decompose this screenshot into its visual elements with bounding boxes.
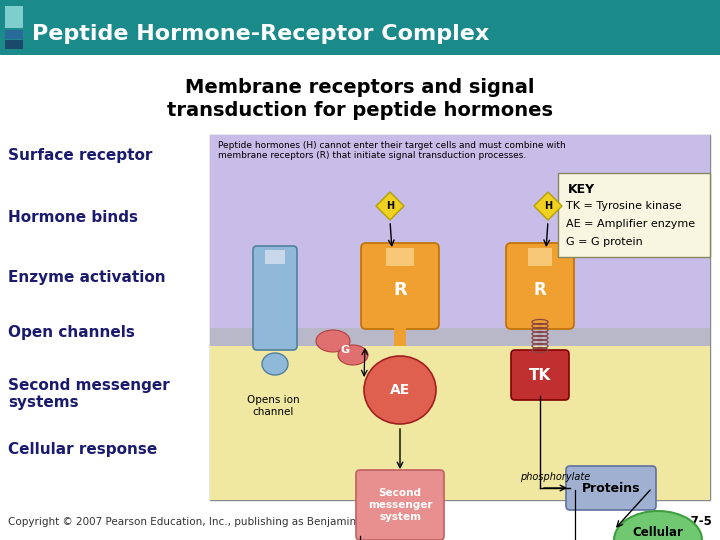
Bar — [528, 248, 552, 266]
FancyBboxPatch shape — [558, 173, 710, 257]
Ellipse shape — [316, 330, 350, 352]
Text: phosphorylate: phosphorylate — [520, 472, 590, 482]
Text: Hormone binds: Hormone binds — [8, 210, 138, 225]
Text: Membrane receptors and signal
transduction for peptide hormones: Membrane receptors and signal transducti… — [167, 78, 553, 120]
Text: Cellular
response: Cellular response — [628, 525, 688, 540]
Text: TK = Tyrosine kinase: TK = Tyrosine kinase — [566, 201, 682, 211]
FancyBboxPatch shape — [511, 350, 569, 400]
Text: R: R — [534, 281, 546, 299]
Bar — [5, 6, 23, 28]
Text: Copyright © 2007 Pearson Education, Inc., publishing as Benjamin Cummings: Copyright © 2007 Pearson Education, Inc.… — [8, 517, 415, 527]
Text: Peptide hormones (H) cannot enter their target cells and must combine with
membr: Peptide hormones (H) cannot enter their … — [218, 141, 566, 160]
Bar — [394, 324, 406, 346]
Bar — [0, 55, 720, 540]
Bar — [386, 248, 414, 266]
Text: Peptide Hormone-Receptor Complex: Peptide Hormone-Receptor Complex — [32, 24, 490, 44]
Bar — [210, 330, 710, 500]
Bar — [265, 250, 285, 264]
FancyBboxPatch shape — [361, 243, 439, 329]
Text: G: G — [341, 345, 350, 355]
Text: TK: TK — [529, 368, 551, 382]
Text: G = G protein: G = G protein — [566, 237, 643, 247]
Ellipse shape — [614, 511, 702, 540]
Bar — [0, 505, 720, 540]
Polygon shape — [534, 192, 562, 220]
Ellipse shape — [364, 356, 436, 424]
Text: Surface receptor: Surface receptor — [8, 148, 153, 163]
Bar — [5, 30, 23, 39]
Text: Second
messenger
system: Second messenger system — [368, 488, 432, 522]
Bar — [210, 328, 710, 346]
Text: R: R — [393, 281, 407, 299]
Bar — [210, 135, 710, 500]
Text: H: H — [544, 201, 552, 211]
Text: AE: AE — [390, 383, 410, 397]
Text: AE = Amplifier enzyme: AE = Amplifier enzyme — [566, 219, 695, 229]
Text: Enzyme activation: Enzyme activation — [8, 270, 166, 285]
Text: H: H — [386, 201, 394, 211]
Text: Proteins: Proteins — [582, 482, 640, 495]
Bar — [5, 40, 23, 49]
FancyBboxPatch shape — [253, 246, 297, 350]
Text: Opens ion
channel: Opens ion channel — [247, 395, 300, 416]
Text: KEY: KEY — [568, 183, 595, 196]
Text: Cellular response: Cellular response — [8, 442, 157, 457]
Bar — [0, 0, 720, 55]
Text: Open channels: Open channels — [8, 325, 135, 340]
Text: Figure 7-5: Figure 7-5 — [644, 516, 712, 529]
Ellipse shape — [262, 353, 288, 375]
Bar — [210, 135, 710, 330]
FancyBboxPatch shape — [566, 466, 656, 510]
FancyBboxPatch shape — [356, 470, 444, 540]
FancyBboxPatch shape — [506, 243, 574, 329]
Polygon shape — [376, 192, 404, 220]
Ellipse shape — [338, 345, 368, 365]
Text: Second messenger
systems: Second messenger systems — [8, 378, 170, 410]
